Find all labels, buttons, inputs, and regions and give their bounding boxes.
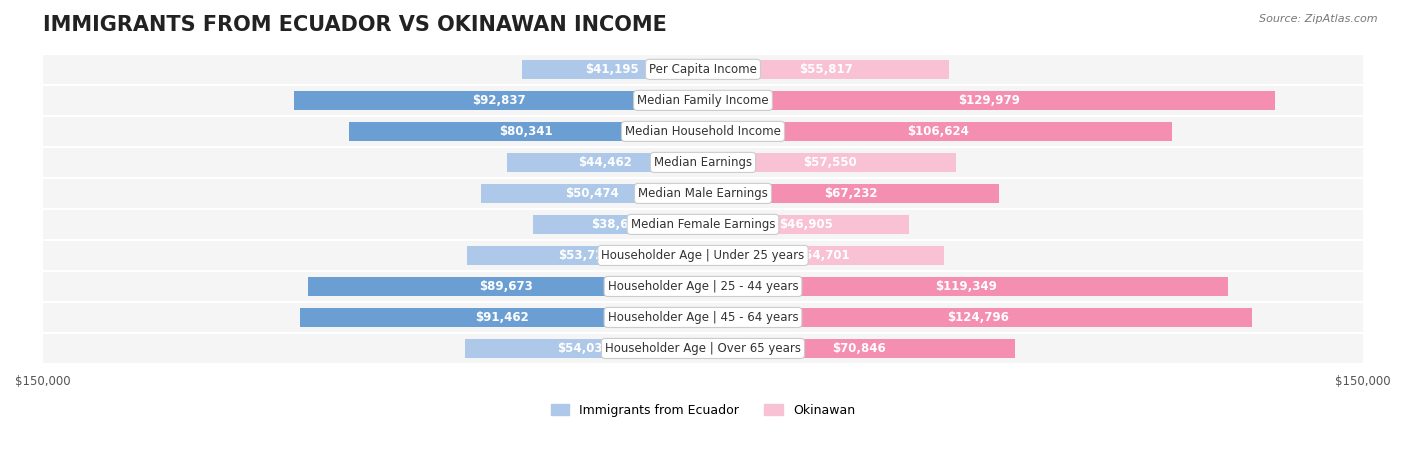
Bar [467,246,703,265]
Bar [42,303,1364,332]
Text: Median Family Income: Median Family Income [637,94,769,107]
Bar [703,60,949,79]
Bar [294,91,703,110]
Text: $91,462: $91,462 [475,311,529,324]
Bar [703,122,1173,141]
Text: $119,349: $119,349 [935,280,997,293]
Text: Source: ZipAtlas.com: Source: ZipAtlas.com [1260,14,1378,24]
Text: $46,905: $46,905 [779,218,834,231]
Bar [703,184,998,203]
Bar [522,60,703,79]
Text: $55,817: $55,817 [799,63,852,76]
Text: $44,462: $44,462 [578,156,633,169]
Text: $54,701: $54,701 [797,249,851,262]
Bar [42,272,1364,301]
Text: Householder Age | 25 - 44 years: Householder Age | 25 - 44 years [607,280,799,293]
Text: Median Female Earnings: Median Female Earnings [631,218,775,231]
Bar [465,339,703,358]
Text: $57,550: $57,550 [803,156,856,169]
Text: Householder Age | Under 25 years: Householder Age | Under 25 years [602,249,804,262]
Text: $50,474: $50,474 [565,187,619,200]
Text: $92,837: $92,837 [472,94,526,107]
Bar [42,334,1364,363]
Bar [42,55,1364,84]
Bar [703,246,943,265]
Legend: Immigrants from Ecuador, Okinawan: Immigrants from Ecuador, Okinawan [546,399,860,422]
Text: Householder Age | 45 - 64 years: Householder Age | 45 - 64 years [607,311,799,324]
Text: $89,673: $89,673 [479,280,533,293]
Bar [301,308,703,327]
Bar [703,308,1253,327]
Bar [42,148,1364,177]
Text: IMMIGRANTS FROM ECUADOR VS OKINAWAN INCOME: IMMIGRANTS FROM ECUADOR VS OKINAWAN INCO… [42,15,666,35]
Bar [350,122,703,141]
Bar [703,339,1015,358]
Bar [703,277,1229,296]
Bar [481,184,703,203]
Bar [42,179,1364,208]
Text: Per Capita Income: Per Capita Income [650,63,756,76]
Text: $53,722: $53,722 [558,249,612,262]
Text: $38,644: $38,644 [591,218,645,231]
Text: $80,341: $80,341 [499,125,553,138]
Text: Median Household Income: Median Household Income [626,125,780,138]
Bar [308,277,703,296]
Text: $67,232: $67,232 [824,187,877,200]
Bar [42,210,1364,239]
Text: Median Earnings: Median Earnings [654,156,752,169]
Bar [42,117,1364,146]
Text: $129,979: $129,979 [957,94,1019,107]
Bar [42,241,1364,270]
Bar [703,91,1275,110]
Text: $124,796: $124,796 [946,311,1008,324]
Bar [533,215,703,234]
Text: $54,030: $54,030 [557,342,612,355]
Bar [42,85,1364,115]
Text: Median Male Earnings: Median Male Earnings [638,187,768,200]
Text: $70,846: $70,846 [832,342,886,355]
Bar [703,215,910,234]
Text: $106,624: $106,624 [907,125,969,138]
Text: $41,195: $41,195 [585,63,640,76]
Bar [508,153,703,172]
Text: Householder Age | Over 65 years: Householder Age | Over 65 years [605,342,801,355]
Bar [703,153,956,172]
